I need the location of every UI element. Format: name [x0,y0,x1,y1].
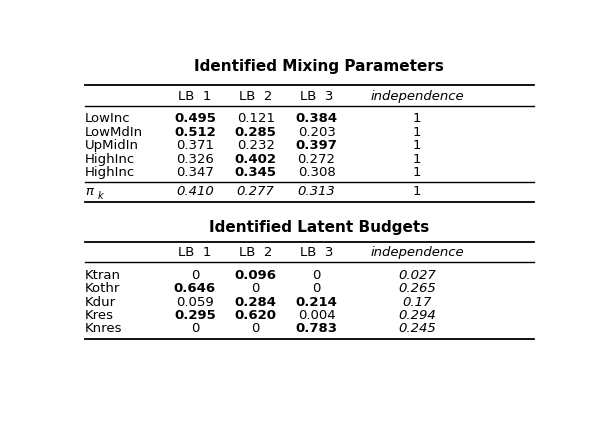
Text: 0.272: 0.272 [298,152,336,165]
Text: LB  1: LB 1 [178,246,211,259]
Text: 0.384: 0.384 [295,112,338,125]
Text: 0.277: 0.277 [237,185,275,198]
Text: 0.027: 0.027 [399,269,436,282]
Text: 1: 1 [413,112,422,125]
Text: LB  3: LB 3 [300,90,333,103]
Text: 0.646: 0.646 [174,282,216,295]
Text: 1: 1 [413,166,422,179]
Text: Ktran: Ktran [85,269,121,282]
Text: 0: 0 [251,322,260,335]
Text: 0.410: 0.410 [176,185,214,198]
Text: 0.326: 0.326 [176,152,214,165]
Text: LB  3: LB 3 [300,246,333,259]
Text: 0.294: 0.294 [399,309,436,322]
Text: LB  2: LB 2 [239,90,272,103]
Text: 0.783: 0.783 [295,322,338,335]
Text: Knres: Knres [85,322,123,335]
Text: 0.17: 0.17 [402,296,432,309]
Text: Kdur: Kdur [85,296,116,309]
Text: Identified Mixing Parameters: Identified Mixing Parameters [194,59,444,75]
Text: independence: independence [370,90,464,103]
Text: 1: 1 [413,152,422,165]
Text: 0.232: 0.232 [237,139,275,152]
Text: 0: 0 [312,282,321,295]
Text: 0: 0 [191,322,199,335]
Text: π: π [85,185,93,198]
Text: 1: 1 [413,126,422,139]
Text: LowInc: LowInc [85,112,130,125]
Text: 0.245: 0.245 [399,322,436,335]
Text: 0.620: 0.620 [235,309,277,322]
Text: LB  1: LB 1 [178,90,211,103]
Text: 0.347: 0.347 [176,166,214,179]
Text: 0: 0 [251,282,260,295]
Text: LB  2: LB 2 [239,246,272,259]
Text: 0.265: 0.265 [399,282,436,295]
Text: 0.096: 0.096 [235,269,277,282]
Text: 0.397: 0.397 [295,139,338,152]
Text: 0.295: 0.295 [174,309,216,322]
Text: 0.214: 0.214 [295,296,338,309]
Text: 0.285: 0.285 [235,126,277,139]
Text: Kres: Kres [85,309,114,322]
Text: 1: 1 [413,185,422,198]
Text: 0.203: 0.203 [298,126,335,139]
Text: 0.004: 0.004 [298,309,335,322]
Text: 1: 1 [413,139,422,152]
Text: k: k [97,191,103,201]
Text: 0.371: 0.371 [176,139,214,152]
Text: 0: 0 [312,269,321,282]
Text: 0.313: 0.313 [298,185,335,198]
Text: 0.284: 0.284 [235,296,277,309]
Text: Kothr: Kothr [85,282,120,295]
Text: 0: 0 [191,269,199,282]
Text: LowMdIn: LowMdIn [85,126,143,139]
Text: 0.345: 0.345 [235,166,277,179]
Text: HighInc: HighInc [85,152,135,165]
Text: UpMidIn: UpMidIn [85,139,139,152]
Text: 0.512: 0.512 [174,126,216,139]
Text: independence: independence [370,246,464,259]
Text: 0.402: 0.402 [235,152,277,165]
Text: 0.495: 0.495 [174,112,216,125]
Text: Identified Latent Budgets: Identified Latent Budgets [209,220,429,235]
Text: 0.308: 0.308 [298,166,335,179]
Text: HighInc: HighInc [85,166,135,179]
Text: 0.121: 0.121 [237,112,275,125]
Text: 0.059: 0.059 [176,296,214,309]
